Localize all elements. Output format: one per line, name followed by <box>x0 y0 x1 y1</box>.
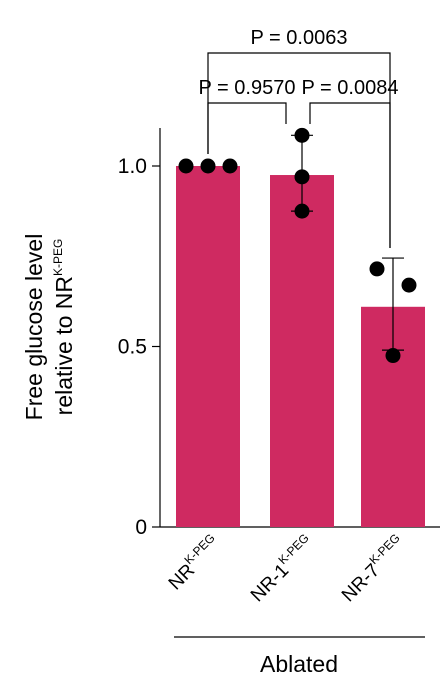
significance-bracket <box>207 102 287 154</box>
group-label: Ablated <box>260 651 338 677</box>
category-label-superscript: K-PEG <box>275 531 311 567</box>
significance-bracket <box>207 52 391 249</box>
y-axis-title-superscript: K-PEG <box>51 239 65 276</box>
category-label-superscript: K-PEG <box>366 531 402 567</box>
data-point <box>178 158 194 174</box>
p-value-label: P = 0.0063 <box>251 27 348 49</box>
y-axis-title-main: relative to NR <box>51 276 77 415</box>
bar <box>270 175 334 527</box>
y-tick-label: 1.0 <box>118 155 147 178</box>
data-point <box>294 127 310 143</box>
category-label: NR-1K-PEG <box>244 531 319 606</box>
data-point <box>294 169 310 185</box>
data-point <box>385 348 401 364</box>
category-label-main: NR <box>165 560 199 594</box>
category-label: NR-7K-PEG <box>335 531 410 606</box>
category-label-main: NR-1 <box>247 560 293 606</box>
category-label-superscript: K-PEG <box>181 531 217 567</box>
data-point <box>294 203 310 219</box>
y-tick-label: 0.5 <box>118 336 147 359</box>
category-label-main: NR-7 <box>338 560 384 606</box>
y-tick-label: 0 <box>135 516 147 539</box>
category-label: NRK-PEG <box>162 531 225 594</box>
y-axis-title-line1: Free glucose level <box>21 234 47 421</box>
data-point <box>369 261 385 277</box>
data-point <box>222 158 238 174</box>
y-axis-title-line2: relative to NRK-PEG <box>51 239 77 416</box>
data-point <box>200 158 216 174</box>
bar <box>176 166 240 527</box>
data-point <box>401 277 417 293</box>
p-value-label: P = 0.0084 <box>302 77 399 99</box>
y-axis-title: Free glucose level relative to NRK-PEG <box>21 234 77 421</box>
p-value-label: P = 0.9570 <box>199 77 296 99</box>
